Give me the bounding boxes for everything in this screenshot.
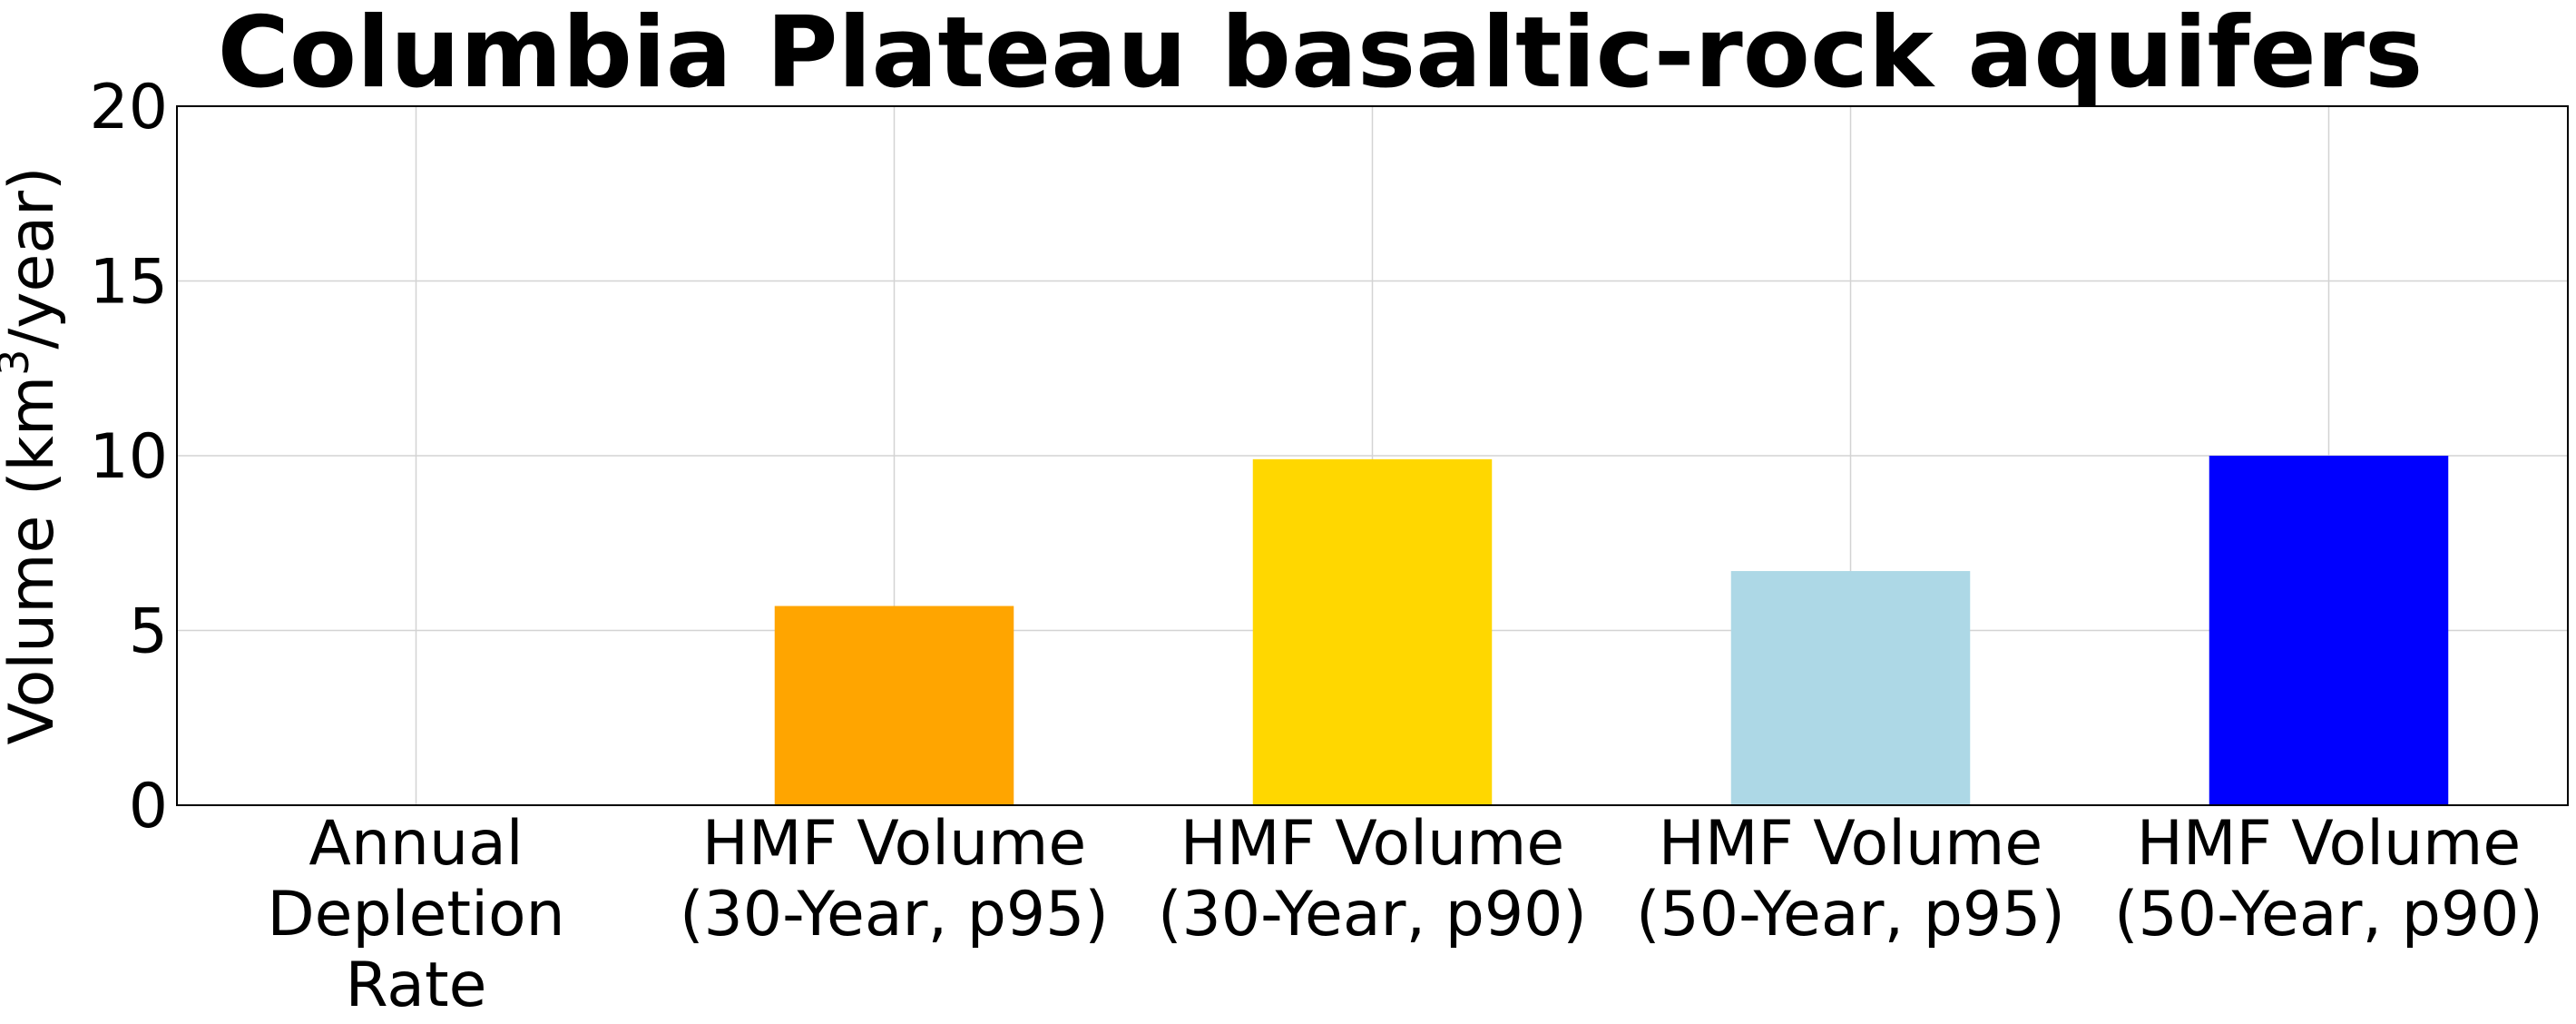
x-tick-label: HMF Volume (30-Year, p95) xyxy=(680,808,1109,950)
bars xyxy=(774,456,2449,805)
plot-frame xyxy=(176,105,2569,806)
y-tick-label: 10 xyxy=(89,421,168,493)
y-axis-label: Volume (km3/year) xyxy=(0,166,68,744)
bar xyxy=(1252,458,1493,805)
bar xyxy=(774,606,1014,805)
x-tick-labels: Annual Depletion Rate HMF Volume (30-Year, p… xyxy=(267,808,2543,1021)
bar xyxy=(2209,456,2449,805)
x-tick-label: HMF Volume (30-Year, p90) xyxy=(1158,808,1587,950)
y-tick-labels: 0 5 10 15 20 xyxy=(89,72,168,842)
bar xyxy=(1730,571,1971,805)
y-tick-label: 5 xyxy=(129,596,168,668)
y-tick-label: 15 xyxy=(89,247,168,319)
x-tick-label: HMF Volume (50-Year, p90) xyxy=(2114,808,2543,950)
x-tick-label: HMF Volume (50-Year, p95) xyxy=(1636,808,2065,950)
x-tick-label: Annual Depletion Rate xyxy=(267,808,564,1021)
y-tick-label: 0 xyxy=(129,771,168,842)
y-tick-label: 20 xyxy=(89,72,168,143)
chart-title: Columbia Plateau basaltic-rock aquifers xyxy=(218,0,2424,110)
